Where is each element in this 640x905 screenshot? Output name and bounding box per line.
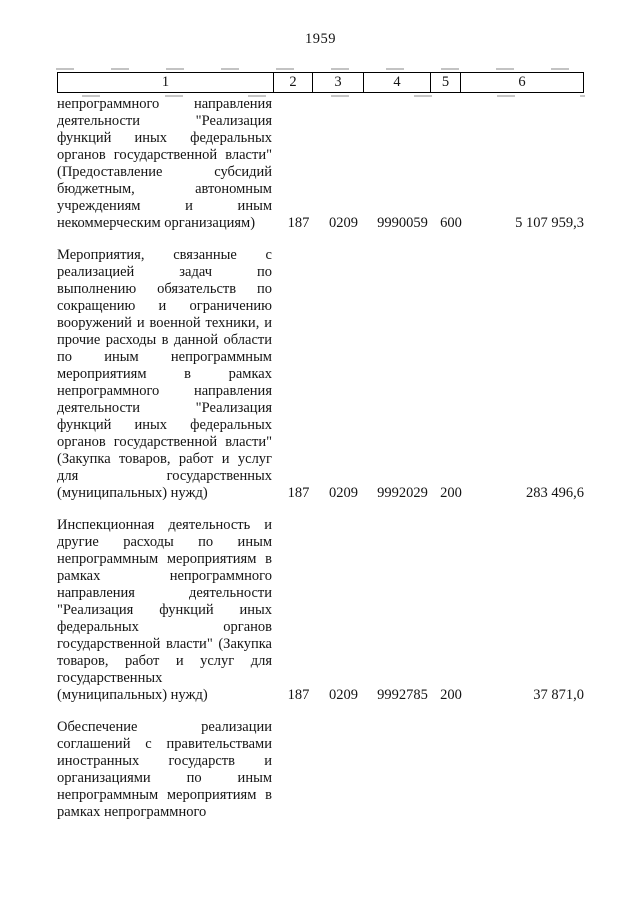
cell-grbs-code: 187 — [287, 687, 310, 703]
table-header-row: 1 2 3 4 5 6 — [57, 72, 584, 93]
table-row: Мероприятия, связанные с реализацией зад… — [57, 247, 584, 502]
row-description: Обеспечение реализации соглашений с прав… — [57, 719, 272, 820]
cell-amount: 37 871,0 — [533, 687, 584, 703]
header-cell-5: 5 — [430, 73, 460, 92]
cell-expense-type-code: 200 — [440, 485, 462, 501]
budget-table-header: 1 2 3 4 5 6 — [56, 68, 585, 97]
header-cell-4: 4 — [363, 73, 430, 92]
header-cell-3: 3 — [312, 73, 363, 92]
cell-grbs-code: 187 — [287, 485, 310, 501]
table-row: непрограммного направления деятельности … — [57, 96, 584, 232]
header-cell-1: 1 — [161, 74, 170, 90]
cell-section-code: 0209 — [329, 485, 358, 501]
cell-expense-type-code: 200 — [440, 687, 462, 703]
cell-section-code: 0209 — [329, 215, 358, 231]
row-description: Инспекционная деятельность и другие расх… — [57, 517, 272, 703]
cell-expense-type-code: 600 — [440, 215, 462, 231]
row-description: непрограммного направления деятельности … — [57, 96, 272, 231]
table-row: Обеспечение реализации соглашений с прав… — [57, 719, 584, 821]
budget-table-body: непрограммного направления деятельности … — [57, 96, 584, 821]
cell-amount: 5 107 959,3 — [515, 215, 584, 231]
cell-grbs-code: 187 — [287, 215, 310, 231]
cell-target-article-code: 9990059 — [377, 215, 428, 231]
cell-target-article-code: 9992785 — [377, 687, 428, 703]
header-cell-2: 2 — [273, 73, 312, 92]
cell-section-code: 0209 — [329, 687, 358, 703]
table-row: Инспекционная деятельность и другие расх… — [57, 517, 584, 704]
cell-target-article-code: 9992029 — [377, 485, 428, 501]
cell-amount: 283 496,6 — [526, 485, 584, 501]
page-number: 1959 — [305, 31, 336, 47]
row-description: Мероприятия, связанные с реализацией зад… — [57, 247, 272, 501]
document-page: 1959 1 2 3 4 5 6 непрограммного направле… — [56, 31, 585, 821]
header-cell-6: 6 — [460, 73, 583, 92]
